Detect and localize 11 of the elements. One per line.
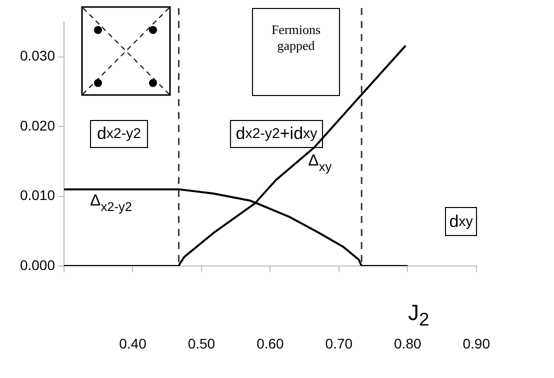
x-tick-label: 0.80 (394, 335, 422, 352)
x-axis-title: J$_{2}$ (408, 300, 430, 330)
y-tick-label: 0.010 (20, 187, 56, 204)
y-tick-label: 0.020 (20, 117, 56, 134)
x-tick-label: 0.90 (462, 335, 490, 352)
y-tick-label: 0.030 (20, 48, 56, 64)
x-tick-label: 0.50 (188, 335, 216, 352)
x-tick-label: 0.70 (325, 335, 353, 352)
y-tick-label: 0.000 (20, 256, 56, 273)
x-tick-label: 0.60 (256, 335, 284, 352)
x-tick-label: 0.40 (119, 335, 147, 352)
